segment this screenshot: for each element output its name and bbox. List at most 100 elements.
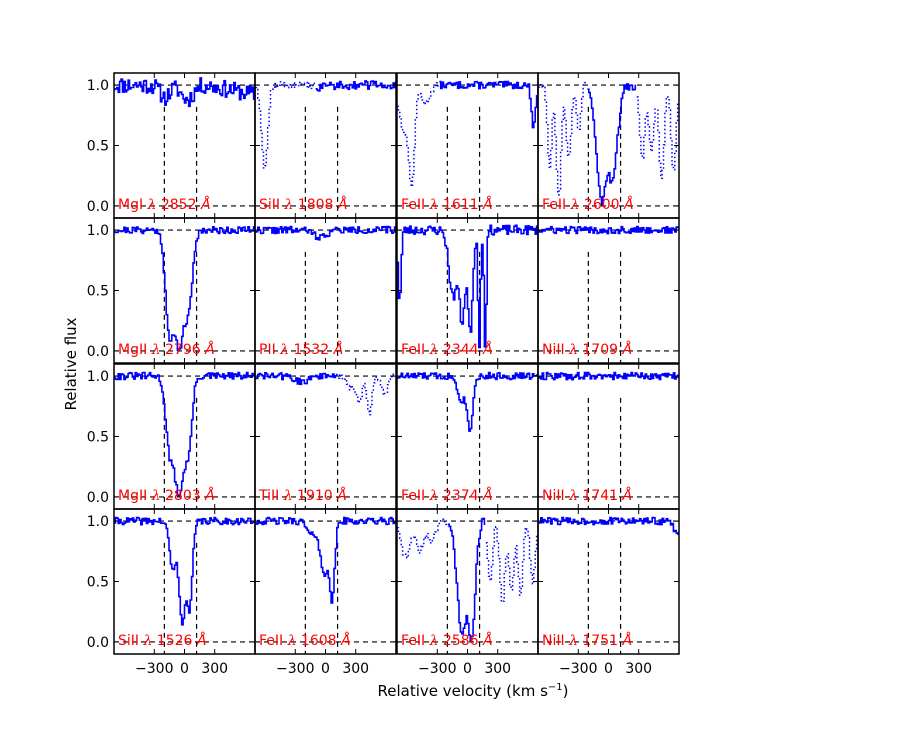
panel-label-wavelength: 1709 — [578, 342, 623, 358]
panel-label-ion: FeII — [401, 488, 430, 504]
blend-spectrum — [538, 81, 587, 196]
panel-label-angstrom: Å — [482, 196, 493, 213]
panel-label: SiII λ 1808 Å — [259, 196, 347, 213]
y-tick-label: 0.0 — [87, 490, 109, 506]
panel-label-wavelength: 1526 — [152, 633, 197, 649]
panel-label-lambda: λ — [283, 488, 293, 504]
spectrum-line — [114, 226, 255, 351]
y-tick-label: 0.0 — [87, 635, 109, 651]
x-tick-label: 300 — [625, 661, 652, 677]
x-tick-label: −300 — [135, 661, 173, 677]
spectrum-group — [255, 516, 396, 604]
panel-label: FeII λ 2586 Å — [401, 632, 493, 649]
panel-label-lambda: λ — [279, 342, 289, 358]
panel-label-angstrom: Å — [621, 487, 632, 504]
spectrum-line — [255, 372, 338, 386]
y-tick-label: 0.5 — [87, 430, 109, 446]
panel-label-lambda: λ — [283, 197, 293, 213]
spectrum-group — [114, 226, 255, 351]
panel-label-lambda: λ — [151, 342, 161, 358]
panel-label: FeII λ 2600 Å — [542, 196, 634, 213]
panel-label-ion: NiII — [542, 488, 569, 504]
panel-label-lambda: λ — [142, 633, 152, 649]
y-tick-label: 0.5 — [87, 139, 109, 155]
x-tick-label: −300 — [276, 661, 314, 677]
panel-feii-1608: FeII λ 1608 Å −300 0 300 — [254, 508, 397, 677]
panel-label-angstrom: Å — [333, 341, 344, 358]
panel-label-angstrom: Å — [337, 196, 348, 213]
spectrum-group — [397, 80, 538, 188]
y-tick-label: 1.0 — [87, 78, 109, 94]
panel-label-wavelength: 2374 — [438, 488, 483, 504]
panel-label-lambda: λ — [568, 633, 578, 649]
panel-label-angstrom: Å — [482, 487, 493, 504]
spectrum-group — [538, 371, 679, 381]
spectrum-line — [439, 80, 538, 129]
y-axis-label: Relative flux — [62, 317, 80, 410]
panel-label: FeII λ 1611 Å — [401, 196, 493, 213]
spectrum-group — [397, 224, 538, 349]
panel-label-ion: TiII — [258, 488, 284, 504]
panel-label: MgII λ 2803 Å — [118, 487, 215, 504]
panel-label-ion: NiII — [542, 633, 569, 649]
panel-pii-1532: PII λ 1532 Å — [254, 217, 397, 364]
panel-mgii-2796: MgII λ 2796 Å 0.0 0.5 1.0 — [87, 217, 256, 364]
x-axis-label: Relative velocity (km s−1) — [378, 682, 569, 700]
panel-label-ion: FeII — [401, 197, 430, 213]
spectrum-group — [114, 77, 255, 108]
panel-label-wavelength: 1608 — [296, 633, 341, 649]
spectrum-line — [538, 225, 679, 235]
spectrum-line — [114, 516, 255, 626]
y-tick-label: 0.5 — [87, 284, 109, 300]
spectrum-group — [397, 371, 538, 432]
panel-label-wavelength: 1808 — [293, 197, 338, 213]
panel-label-wavelength: 1532 — [289, 342, 334, 358]
y-tick-label: 1.0 — [87, 223, 109, 239]
panel-label-wavelength: 1741 — [578, 488, 623, 504]
panel-label-lambda: λ — [570, 197, 580, 213]
blend-spectrum — [338, 373, 396, 416]
blend-spectrum — [255, 81, 283, 169]
panel-label-wavelength: 2852 — [156, 197, 201, 213]
panel-label: FeII λ 1608 Å — [259, 632, 351, 649]
panel-label-ion: PII — [259, 342, 280, 358]
panel-label: PII λ 1532 Å — [259, 341, 343, 358]
panel-label-angstrom: Å — [340, 632, 351, 649]
spectrum-group — [538, 225, 679, 235]
panel-label-lambda: λ — [287, 633, 297, 649]
panel-label: SiII λ 1526 Å — [118, 632, 206, 649]
panel-label-lambda: λ — [568, 488, 578, 504]
spectrum-group — [255, 225, 396, 241]
spectrum-line — [255, 225, 396, 241]
panel-label-wavelength: 1751 — [578, 633, 623, 649]
panel-label: MgII λ 2796 Å — [118, 341, 215, 358]
spectrum-line — [397, 224, 538, 349]
panel-feii-2600: FeII λ 2600 Å — [537, 72, 680, 219]
panel-label: TiII λ 1910 Å — [258, 487, 347, 504]
blend-spectrum — [636, 95, 679, 180]
panel-label-ion: MgII — [118, 488, 152, 504]
panel-label: NiII λ 1741 Å — [542, 487, 632, 504]
panel-niii-1751: NiII λ 1751 Å −300 0 300 — [537, 508, 680, 677]
panel-feii-1611: FeII λ 1611 Å — [396, 72, 539, 219]
panel-label-ion: SiII — [259, 197, 284, 213]
panel-label-lambda: λ — [147, 197, 157, 213]
panel-feii-2374: FeII λ 2374 Å — [396, 363, 539, 510]
panel-label-angstrom: Å — [482, 632, 493, 649]
panel-mgi-2852: MgI λ 2852 Å 0.0 0.5 1.0 — [87, 72, 256, 219]
panel-label-angstrom: Å — [482, 341, 493, 358]
spectrum-group — [114, 371, 255, 497]
panel-label: NiII λ 1751 Å — [542, 632, 632, 649]
spectrum-group — [397, 517, 538, 642]
panel-label-lambda: λ — [151, 488, 161, 504]
y-tick-label: 1.0 — [87, 514, 109, 530]
panel-label: FeII λ 2374 Å — [401, 487, 493, 504]
blend-spectrum — [397, 518, 448, 559]
panel-label: FeII λ 2344 Å — [401, 341, 493, 358]
panel-label-lambda: λ — [429, 488, 439, 504]
x-tick-label: 0 — [180, 661, 189, 677]
panel-label: NiII λ 1709 Å — [542, 341, 632, 358]
panel-label-wavelength: 1910 — [293, 488, 338, 504]
